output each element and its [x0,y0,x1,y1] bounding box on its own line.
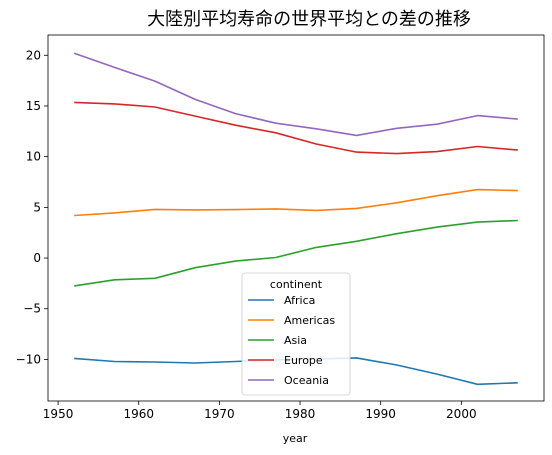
y-tick-label: −5 [23,302,41,316]
series-line-europe [74,101,518,155]
x-tick-label: 1980 [285,407,316,421]
series-line-oceania [73,52,518,137]
y-tick-label: 20 [26,48,41,62]
legend: continent Africa Americas Asia Europe Oceani… [241,272,351,396]
chart-title: 大陸別平均寿命の世界平均との差の推移 [147,9,471,30]
series-line-americas [74,188,518,217]
x-tick-label: 1960 [123,407,154,421]
series-line-asia [74,219,518,287]
y-tick-label: 10 [26,150,41,164]
legend-label-europe: Europe [284,354,323,367]
y-axis: −10 −5 0 5 10 15 20 [16,48,48,366]
plot-frame [47,34,545,402]
legend-label-oceania: Oceania [284,374,329,387]
legend-label-africa: Africa [284,294,315,307]
legend-label-asia: Asia [284,334,307,347]
x-tick-label: 1950 [43,407,74,421]
y-tick-label: 15 [26,99,41,113]
legend-title: continent [270,278,323,291]
y-tick-label: −10 [16,352,41,366]
legend-box [241,272,351,396]
x-tick-label: 1970 [204,407,235,421]
legend-label-americas: Americas [284,314,335,327]
x-tick-label: 2000 [446,407,477,421]
x-axis-label: year [283,432,308,445]
x-tick-label: 1990 [365,407,396,421]
y-tick-label: 5 [33,200,41,214]
x-axis: 1950 1960 1970 1980 1990 2000 [43,401,477,421]
y-tick-label: 0 [33,251,41,265]
